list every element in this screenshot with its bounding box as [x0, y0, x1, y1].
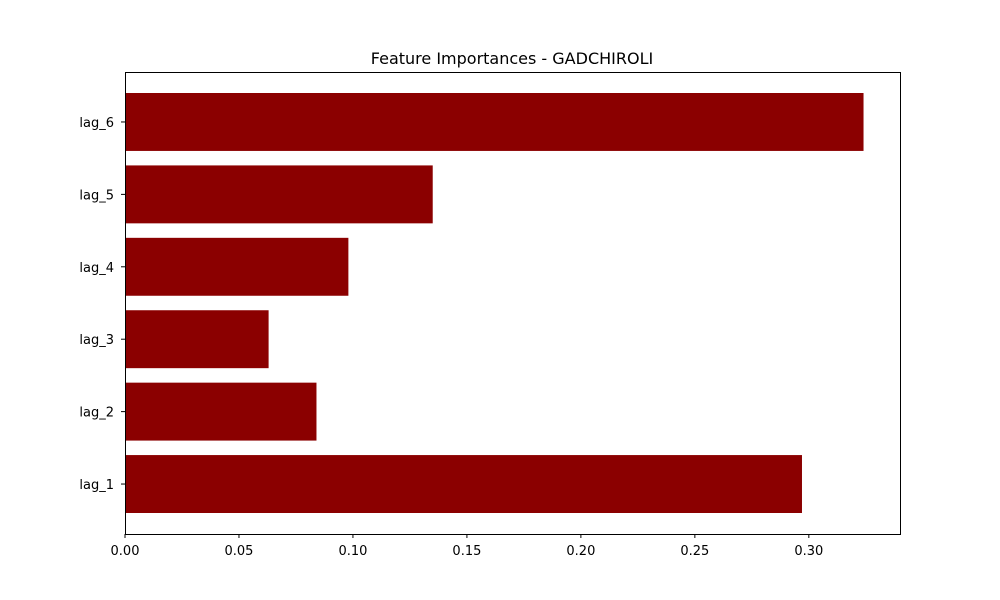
y-tick-label: lag_5	[79, 188, 114, 203]
y-tick-label: lag_6	[79, 116, 114, 131]
plot-frame	[125, 72, 901, 535]
chart-title: Feature Importances - GADCHIROLI	[371, 49, 653, 68]
bars-group	[125, 93, 864, 513]
bar-lag-6	[125, 93, 864, 151]
x-tick-label: 0.05	[224, 544, 253, 559]
y-axis: lag_1 lag_2 lag_3 lag_4 lag_5 lag_6	[79, 116, 125, 493]
x-tick-label: 0.15	[452, 544, 481, 559]
y-tick-label: lag_3	[79, 333, 114, 348]
bar-lag-2	[125, 382, 317, 441]
x-tick-label: 0.25	[680, 544, 709, 559]
y-tick-label: lag_4	[79, 261, 114, 276]
y-tick-label: lag_2	[79, 406, 114, 421]
bar-lag-4	[125, 237, 349, 296]
bar-lag-5	[125, 165, 433, 224]
x-axis: 0.00 0.05 0.10 0.15 0.20 0.25 0.30	[111, 534, 823, 559]
x-tick-label: 0.10	[338, 544, 367, 559]
x-tick-label: 0.30	[794, 544, 823, 559]
x-tick-label: 0.00	[111, 544, 140, 559]
y-tick-label: lag_1	[79, 478, 114, 493]
x-tick-label: 0.20	[566, 544, 595, 559]
bar-lag-3	[125, 310, 269, 369]
bar-lag-1	[125, 455, 802, 513]
